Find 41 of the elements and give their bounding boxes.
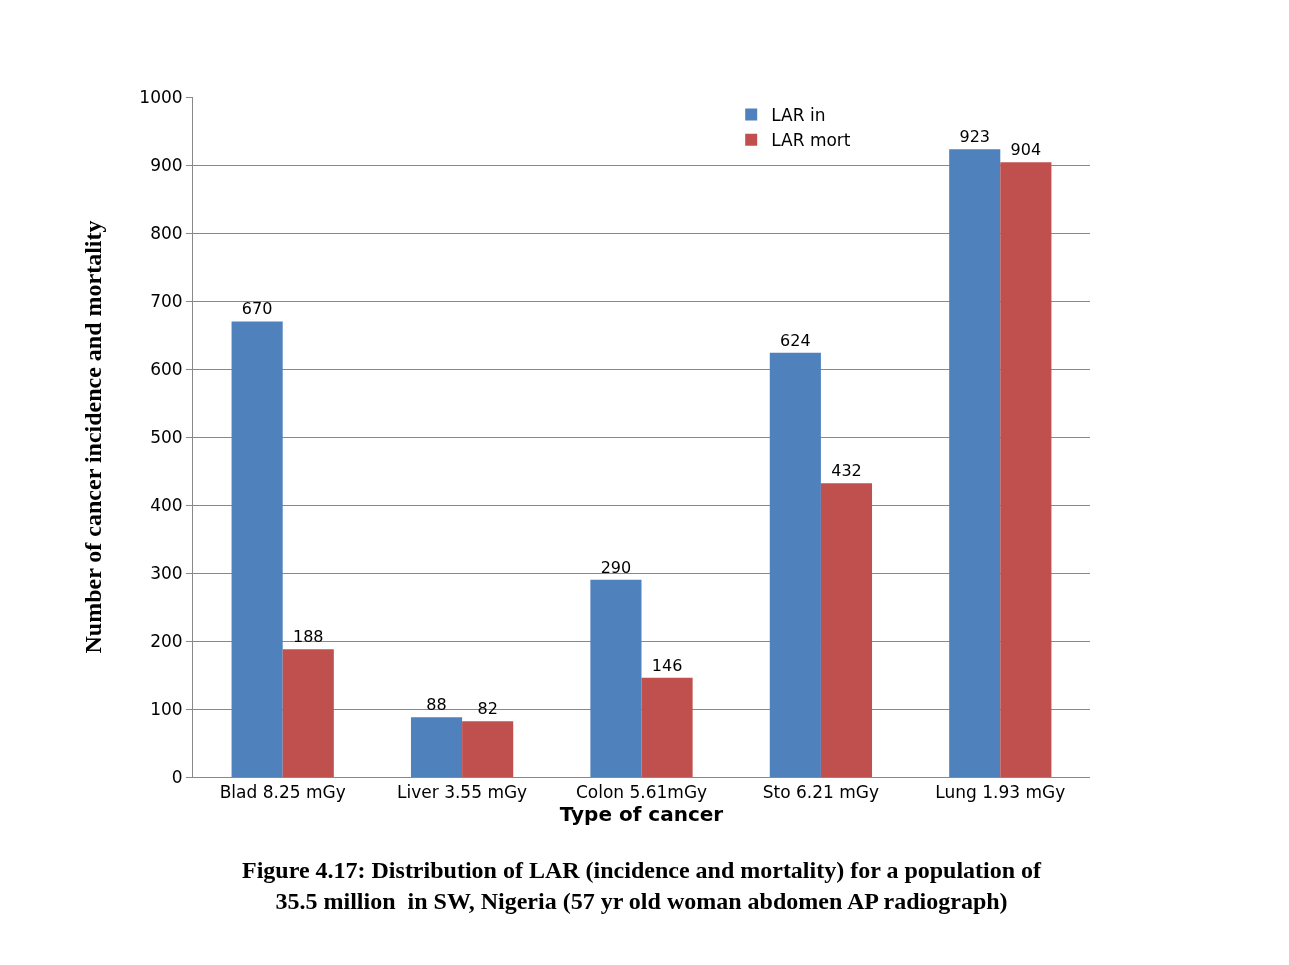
caption: Figure 4.17: Distribution of LAR (incidence and mortality) for a population of 35.5 million in SW, Nigeria (57 yr old woman abdomen AP radiograph)	[242, 857, 1043, 915]
bar	[769, 352, 821, 777]
bar	[1000, 162, 1052, 777]
y-tick-label: 600	[150, 358, 183, 379]
data-label: 88	[426, 695, 447, 715]
y-tick-label: 800	[150, 222, 183, 243]
legend-label: LAR in	[771, 105, 826, 126]
data-label: 923	[959, 127, 991, 147]
y-tick-label: 100	[150, 698, 183, 719]
y-tick-label: 700	[150, 290, 183, 311]
bar	[949, 149, 1001, 777]
data-label: 290	[600, 557, 632, 577]
x-tick-label: Liver 3.55 mGy	[397, 782, 528, 803]
bar	[282, 649, 334, 777]
data-label: 188	[292, 627, 324, 647]
y-tick-label: 900	[150, 154, 183, 175]
x-tick-label: Colon 5.61mGy	[575, 782, 708, 803]
bar	[641, 677, 693, 777]
bar	[231, 321, 283, 777]
y-tick-label: 300	[150, 562, 183, 583]
data-label: 432	[831, 461, 862, 481]
x-tick-label: Sto 6.21 mGy	[762, 782, 880, 803]
bar	[462, 721, 514, 777]
x-tick-label: Lung 1.93 mGy	[935, 782, 1066, 803]
x-axis-title: Type of cancer	[559, 802, 724, 827]
y-tick-label: 1000	[139, 86, 183, 107]
bar	[410, 717, 463, 777]
data-label: 904	[1010, 140, 1042, 160]
bar	[590, 579, 642, 777]
x-tick-label: Blad 8.25 mGy	[219, 782, 346, 803]
y-tick-label: 200	[150, 630, 183, 651]
y-tick-label: 0	[171, 766, 183, 787]
data-label: 670	[241, 299, 273, 319]
y-tick-label: 400	[150, 494, 183, 515]
data-label: 82	[477, 699, 498, 719]
legend-label: LAR mort	[771, 130, 851, 151]
data-label: 146	[651, 655, 683, 675]
bar	[820, 483, 873, 777]
y-axis-title: Number of cancer incidence and mortality	[80, 220, 107, 654]
data-label: 624	[780, 330, 811, 350]
y-tick-label: 500	[150, 426, 183, 447]
